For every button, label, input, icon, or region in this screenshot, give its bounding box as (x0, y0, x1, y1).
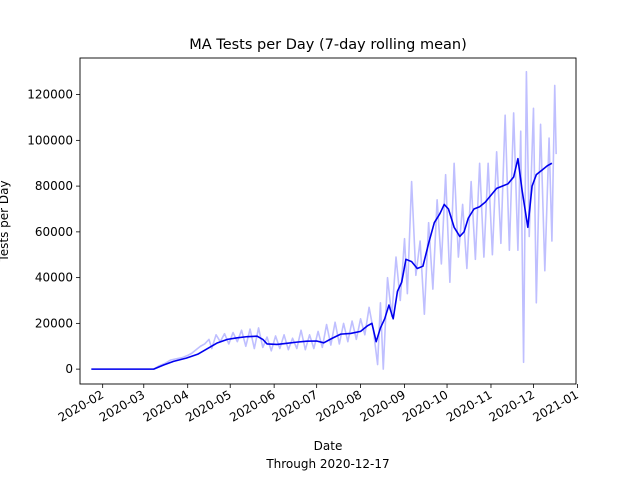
x-tick-label: 2020-05 (183, 387, 233, 424)
x-axis-sublabel: Through 2020-12-17 (265, 457, 389, 471)
x-tick-label: 2020-10 (400, 387, 450, 424)
x-axis-label: Date (314, 439, 343, 453)
y-tick-label: 40000 (35, 271, 73, 285)
y-tick-label: 60000 (35, 225, 73, 239)
y-axis-ticks: 0 20000 40000 60000 80000 100000 120000 (27, 88, 80, 376)
chart-title: MA Tests per Day (7-day rolling mean) (189, 37, 466, 53)
x-tick-label: 2020-08 (314, 387, 364, 424)
rolling-mean-line (91, 157, 553, 370)
x-tick-label: 2020-02 (56, 387, 106, 424)
y-tick-label: 120000 (27, 88, 73, 102)
y-tick-label: 0 (65, 362, 73, 376)
x-tick-label: 2020-07 (270, 387, 320, 424)
x-tick-label: 2020-09 (358, 387, 408, 424)
x-tick-label: 2020-11 (444, 387, 494, 424)
x-tick-label: 2020-06 (227, 387, 277, 424)
x-tick-label: 2020-12 (487, 387, 537, 424)
y-tick-label: 20000 (35, 316, 73, 330)
y-tick-label: 80000 (35, 179, 73, 193)
y-axis-label: Tests per Day (0, 180, 11, 262)
x-axis-ticks: 2020-022020-032020-042020-052020-062020-… (56, 384, 581, 425)
daily-tests-line (91, 70, 557, 370)
y-tick-label: 100000 (27, 133, 73, 147)
series-layer (91, 70, 557, 370)
x-tick-label: 2021-01 (530, 387, 580, 424)
plot-frame (79, 57, 577, 385)
x-tick-label: 2020-04 (141, 387, 191, 424)
x-tick-label: 2020-03 (97, 387, 147, 424)
